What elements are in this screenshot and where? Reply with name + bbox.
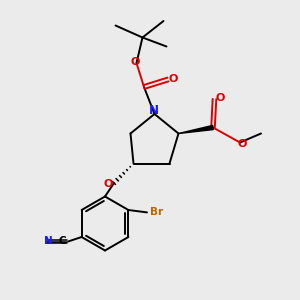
Polygon shape <box>178 125 213 134</box>
Text: O: O <box>238 139 247 149</box>
Text: O: O <box>169 74 178 84</box>
Text: C: C <box>59 236 67 247</box>
Text: N: N <box>44 236 52 247</box>
Text: O: O <box>215 93 225 103</box>
Text: Br: Br <box>150 207 163 218</box>
Text: O: O <box>104 178 113 189</box>
Text: N: N <box>149 104 159 117</box>
Text: O: O <box>131 57 140 67</box>
